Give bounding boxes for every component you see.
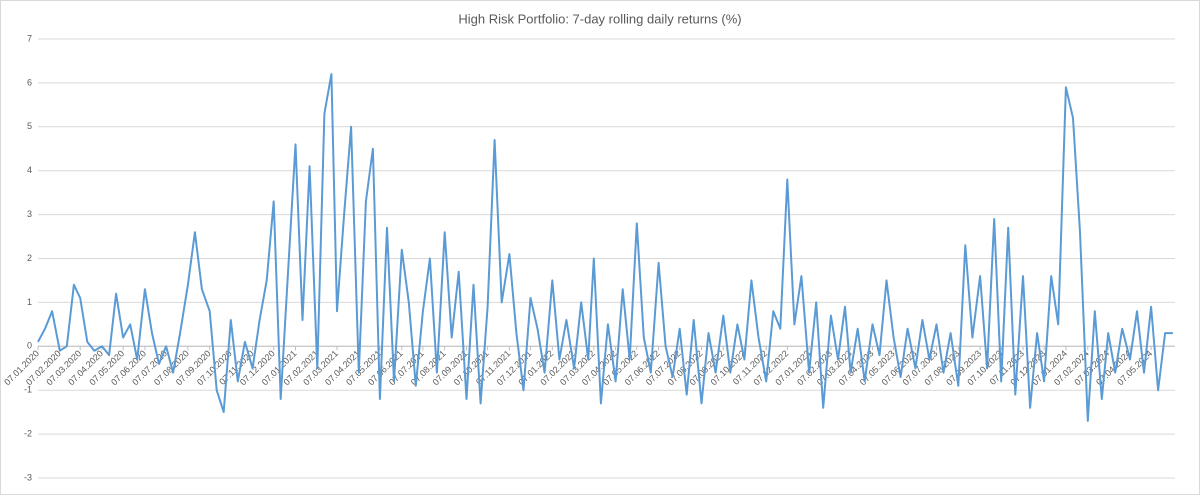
- y-tick-label: -3: [24, 472, 32, 482]
- y-tick-label: 5: [27, 121, 32, 131]
- y-tick-label: -2: [24, 428, 32, 438]
- y-tick-label: 0: [27, 341, 32, 351]
- y-tick-label: 7: [27, 33, 32, 43]
- line-series: [37, 73, 1173, 422]
- y-tick-label: 4: [27, 165, 32, 175]
- y-tick-label: 6: [27, 77, 32, 87]
- y-tick-label: 1: [27, 297, 32, 307]
- y-tick-label: 3: [27, 209, 32, 219]
- y-tick-label: -1: [24, 385, 32, 395]
- y-tick-label: 2: [27, 253, 32, 263]
- chart-title: High Risk Portfolio: 7-day rolling daily…: [458, 11, 741, 26]
